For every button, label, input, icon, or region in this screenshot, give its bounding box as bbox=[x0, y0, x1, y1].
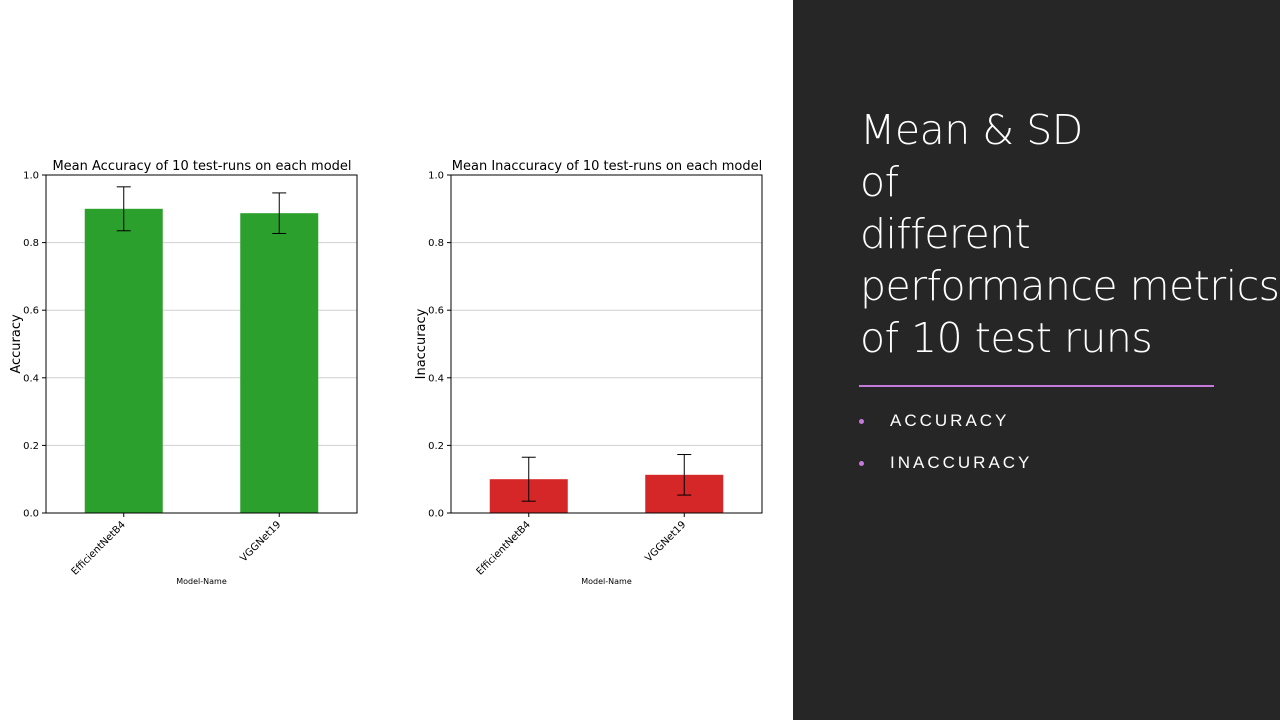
y-tick-label: 0.0 bbox=[23, 509, 39, 520]
y-tick-label: 1.0 bbox=[428, 171, 444, 182]
bullet-dot-icon bbox=[859, 461, 864, 466]
y-axis-label-inaccuracy: Inaccuracy bbox=[414, 308, 429, 379]
y-tick-label: 0.2 bbox=[428, 441, 444, 452]
y-tick-label: 0.0 bbox=[428, 509, 444, 520]
y-tick-label: 0.4 bbox=[428, 373, 444, 384]
charts-area: 0.0 0.2 0.4 0.6 0.8 1.0 EfficientNetB4 VGGNet19… bbox=[9, 159, 763, 586]
bullet-label: INACCURACY bbox=[890, 453, 1033, 472]
slide-title: Mean & SD of different performance metri… bbox=[860, 106, 1280, 362]
plot-frame-accuracy bbox=[45, 174, 358, 514]
x-axis-label-accuracy: Model-Name bbox=[176, 577, 227, 586]
bar-vggnet19 bbox=[240, 213, 319, 513]
y-tick-label: 0.6 bbox=[23, 306, 39, 317]
y-tick-label: 0.4 bbox=[23, 373, 39, 384]
x-axis-label-inaccuracy: Model-Name bbox=[581, 577, 632, 586]
x-tick-label: EfficientNetB4 bbox=[475, 519, 533, 577]
x-tick-label: VGGNet19 bbox=[643, 519, 688, 564]
chart-title-inaccuracy: Mean Inaccuracy of 10 test-runs on each … bbox=[452, 159, 762, 174]
x-tick-label: VGGNet19 bbox=[238, 519, 283, 564]
bullet-dot-icon bbox=[859, 419, 864, 424]
y-axis-label-accuracy: Accuracy bbox=[9, 314, 24, 374]
bullet-label: ACCURACY bbox=[890, 411, 1010, 430]
title-divider bbox=[859, 385, 1214, 387]
side-panel: Mean & SD of different performance metri… bbox=[793, 0, 1280, 720]
y-tick-label: 0.6 bbox=[428, 306, 444, 317]
y-tick-label: 1.0 bbox=[23, 171, 39, 182]
plot-frame-inaccuracy bbox=[450, 174, 763, 514]
y-tick-label: 0.8 bbox=[23, 238, 39, 249]
chart-title-accuracy: Mean Accuracy of 10 test-runs on each mo… bbox=[52, 159, 351, 174]
charts-svg: 0.0 0.2 0.4 0.6 0.8 1.0 EfficientNetB4 VGGNet19… bbox=[9, 159, 763, 586]
y-tick-label: 0.8 bbox=[428, 238, 444, 249]
x-tick-label: EfficientNetB4 bbox=[70, 519, 128, 577]
y-tick-label: 0.2 bbox=[23, 441, 39, 452]
bar-efficientnetb4 bbox=[84, 208, 163, 514]
